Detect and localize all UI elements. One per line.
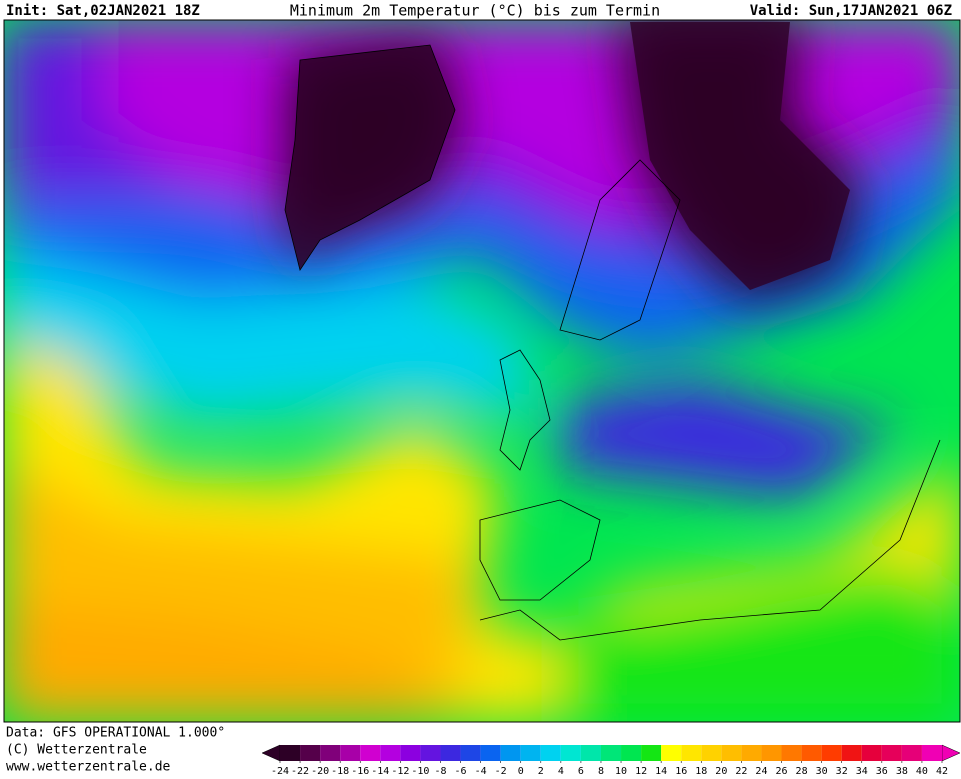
legend-tick-label: -20 [311,766,329,777]
legend-tick-label: 8 [598,766,604,777]
legend-color-segment [721,745,742,761]
temperature-map [4,20,960,722]
legend-tick-label: -4 [475,766,487,777]
map-title: Minimum 2m Temperatur (°C) bis zum Termi… [290,2,660,20]
legend-tick-label: 10 [615,766,627,777]
legend-color-segment [781,745,802,761]
legend-color-segment [641,745,662,761]
legend-color-segment [621,745,642,761]
legend-tick-label: 0 [518,766,524,777]
legend-tick-label: 26 [775,766,787,777]
legend-color-segment [440,745,461,761]
data-source: Data: GFS OPERATIONAL 1.000° [6,726,225,741]
valid-time: Valid: Sun,17JAN2021 06Z [750,3,952,19]
legend-color-segment [741,745,762,761]
legend-color-segment [600,745,622,761]
legend-tick-label: -16 [351,766,369,777]
legend-color-segment [801,745,822,761]
legend-tick-label: -12 [391,766,409,777]
legend-color-segment [280,745,301,761]
init-time: Init: Sat,02JAN2021 18Z [6,3,200,19]
legend-color-segment [921,745,942,761]
legend-color-segment [480,745,501,761]
legend-tick-label: 30 [816,766,828,777]
legend-color-segment [520,745,541,761]
legend-color-segment [560,745,581,761]
legend-tick-label: -18 [331,766,349,777]
legend-color-segment [300,745,321,761]
legend-tick-label: 12 [635,766,647,777]
copyright: (C) Wetterzentrale [6,743,147,758]
legend-color-segment [420,745,441,761]
legend-tick-label: -10 [411,766,429,777]
legend-color-segment [400,745,421,761]
legend-color-segment [360,745,381,761]
legend-color-segment [761,745,782,761]
legend-tick-label: 32 [836,766,848,777]
legend-tick-label: 28 [796,766,808,777]
legend-color-segment [881,745,902,761]
legend-tick-label: 14 [655,766,667,777]
legend-color-segment [340,745,361,761]
legend-tick-label: 34 [856,766,868,777]
legend-tick-label: -14 [371,766,389,777]
legend-tick-label: 6 [578,766,584,777]
legend-tick-label: 16 [675,766,687,777]
legend-color-segment [681,745,702,761]
legend-tick-label: -6 [455,766,467,777]
legend-tick-label: 38 [896,766,908,777]
legend-tick-label: -24 [271,766,289,777]
legend-tick-label: -22 [291,766,309,777]
legend-tick-label: 22 [735,766,747,777]
legend-color-segment [661,745,682,761]
legend-tick-label: 18 [695,766,707,777]
website: www.wetterzentrale.de [6,760,171,775]
legend-tick-label: 2 [538,766,544,777]
legend-tick-label: -8 [434,766,446,777]
legend-tick-label: 20 [715,766,727,777]
legend-color-segment [320,745,341,761]
legend-color-segment [460,745,481,761]
legend-color-segment [821,745,842,761]
legend-tick-label: -2 [495,766,507,777]
legend-tick-label: 4 [558,766,564,777]
legend-color-segment [580,745,601,761]
map-frame [3,19,961,723]
legend-tick-label: 42 [936,766,948,777]
color-legend: -24 -22 -20 -18 -16 -14 -12 -10 -8 -6 -4 -2 0 2 4 6 8 10 1… [261,744,961,777]
legend-tick-label: 40 [916,766,928,777]
legend-color-segment [901,745,922,761]
legend-color-segment [500,745,521,761]
legend-tick-label: 24 [755,766,767,777]
legend-color-segment [861,745,882,761]
legend-color-segment [380,745,401,761]
legend-color-segment [540,745,561,761]
legend-tick-label: 36 [876,766,888,777]
legend-color-segment [841,745,862,761]
legend-color-segment [701,745,722,761]
